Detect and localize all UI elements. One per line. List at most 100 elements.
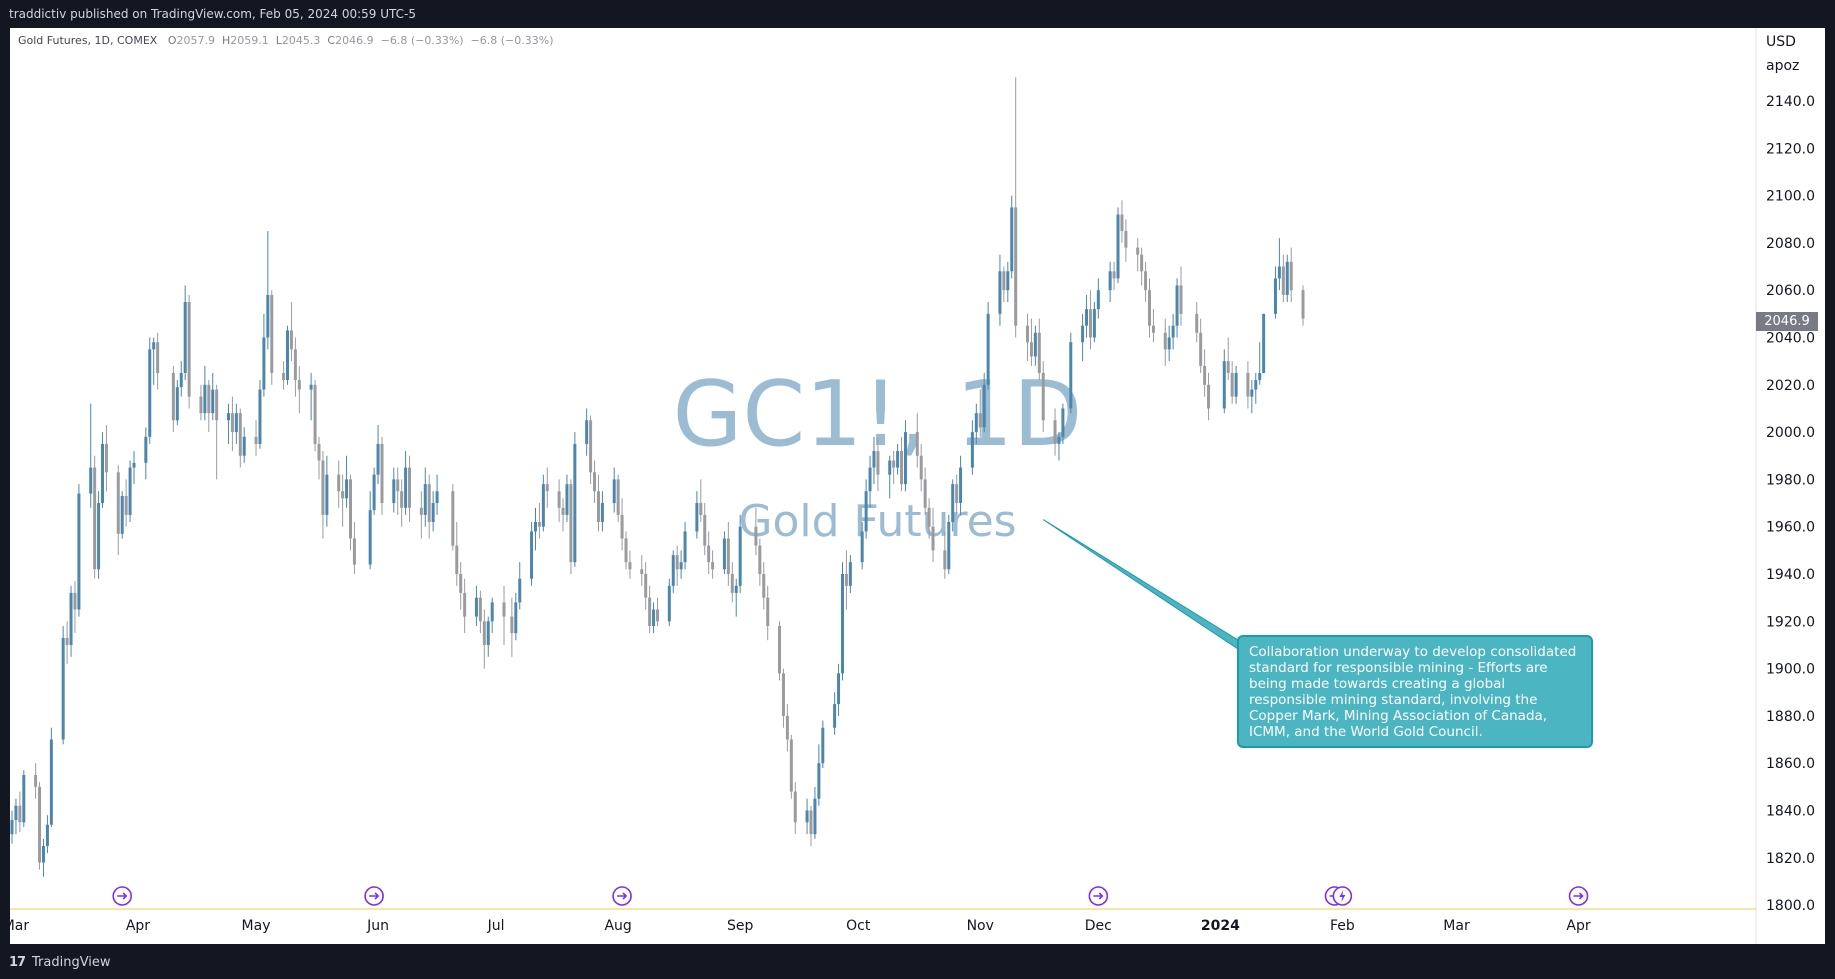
candle-body: [341, 491, 345, 499]
arrow-icon[interactable]: [112, 886, 133, 906]
candle-body: [101, 443, 105, 504]
x-tick-label: Dec: [1085, 918, 1112, 934]
candle-body: [124, 495, 128, 515]
unit-label[interactable]: apoz: [1766, 58, 1800, 74]
candle-body: [1163, 332, 1167, 350]
candle-body: [1136, 247, 1140, 255]
candle-body: [809, 810, 813, 835]
candle-body: [104, 443, 108, 473]
candle-body: [238, 413, 242, 456]
x-tick-label: 2024: [1201, 918, 1240, 934]
candle-body: [404, 467, 408, 508]
candle-body: [1029, 342, 1033, 357]
candle-body: [947, 521, 951, 570]
candle-body: [951, 484, 955, 522]
candle-body: [730, 574, 734, 593]
candle-body: [699, 503, 703, 515]
candle-body: [986, 313, 990, 385]
candle-body: [652, 609, 656, 627]
symbol-legend: Gold Futures, 1D, COMEX O2057.9 H2059.1 …: [18, 34, 554, 47]
footer-bar: 17 TradingView: [0, 944, 1835, 979]
candle-body: [876, 451, 880, 475]
y-tick-label: 1900.0: [1766, 662, 1815, 678]
candle-body: [726, 538, 730, 574]
x-tick-label: May: [242, 918, 271, 934]
y-tick-label: 2140.0: [1766, 94, 1815, 110]
candle-body: [1277, 266, 1281, 279]
y-tick-label: 2040.0: [1766, 331, 1815, 347]
arrow-icon[interactable]: [612, 886, 632, 906]
x-tick-label: Mar: [3, 918, 30, 934]
candle-body: [1037, 332, 1041, 373]
candle-body: [864, 491, 868, 532]
candle-body: [211, 389, 215, 414]
arrow-icon[interactable]: [1088, 886, 1109, 906]
candle-body: [565, 484, 569, 515]
candle-body: [545, 484, 549, 492]
candle-body: [1195, 313, 1199, 333]
y-tick-label: 2060.0: [1766, 283, 1815, 299]
candle-body: [915, 432, 919, 456]
candle-body: [1061, 408, 1065, 437]
candle-body: [1081, 325, 1085, 343]
candle-body: [156, 342, 160, 373]
arrow-icon[interactable]: [364, 886, 384, 906]
candle-body: [254, 436, 258, 444]
y-tick-label: 2000.0: [1766, 425, 1815, 441]
candle-body: [616, 479, 620, 515]
candle-body: [289, 330, 293, 350]
arrow-icon[interactable]: [1568, 886, 1589, 906]
candle-body: [1289, 261, 1293, 291]
candle-body: [683, 531, 687, 563]
candle-body: [463, 592, 467, 617]
candle-body: [738, 526, 742, 586]
candle-body: [41, 845, 45, 863]
candle-body: [974, 413, 978, 433]
candle-body: [297, 380, 301, 390]
legend-high-label: H: [222, 34, 231, 47]
candle-body: [1069, 342, 1073, 409]
candle-body: [502, 602, 506, 617]
candle-body: [1246, 372, 1250, 397]
lightning-icon[interactable]: [1332, 886, 1353, 906]
candle-body: [34, 775, 38, 787]
candle-body: [656, 609, 660, 622]
candle-body: [537, 521, 541, 527]
footer-brand: TradingView: [32, 955, 111, 970]
candle-body: [38, 786, 42, 863]
candle-body: [22, 775, 26, 823]
candle-body: [1222, 361, 1226, 409]
candle-body: [833, 704, 837, 728]
y-tick-label: 1880.0: [1766, 709, 1815, 725]
candle-body: [1199, 332, 1203, 366]
candle-body: [789, 739, 793, 792]
x-tick-label: Aug: [604, 918, 631, 934]
candle-body: [754, 526, 758, 546]
legend-change: −6.8 (−0.33%): [380, 34, 464, 47]
candle-body: [309, 384, 313, 390]
candle-body: [321, 460, 325, 515]
candle-body: [14, 805, 18, 820]
candle-body: [711, 562, 715, 570]
candle-body: [1057, 436, 1061, 444]
candle-body: [518, 578, 522, 603]
chart-area[interactable]: [10, 28, 1825, 944]
annotation-callout[interactable]: Collaboration underway to develop consol…: [1237, 635, 1593, 748]
y-tick-label: 1800.0: [1766, 898, 1815, 914]
candle-body: [69, 592, 73, 645]
candle-body: [1092, 309, 1096, 338]
x-tick-label: Nov: [967, 918, 994, 934]
candle-body: [266, 294, 270, 338]
candle-body: [419, 507, 423, 515]
x-tick-label: Apr: [126, 918, 150, 934]
publish-header: traddictiv published on TradingView.com,…: [0, 0, 1835, 28]
candle-body: [793, 791, 797, 823]
candle-body: [89, 467, 93, 494]
currency-label[interactable]: USD: [1766, 34, 1796, 50]
legend-close-label: C: [327, 34, 336, 47]
candle-body: [1301, 290, 1305, 319]
candle-body: [593, 472, 597, 492]
candle-body: [1041, 372, 1045, 421]
candle-body: [628, 562, 632, 570]
